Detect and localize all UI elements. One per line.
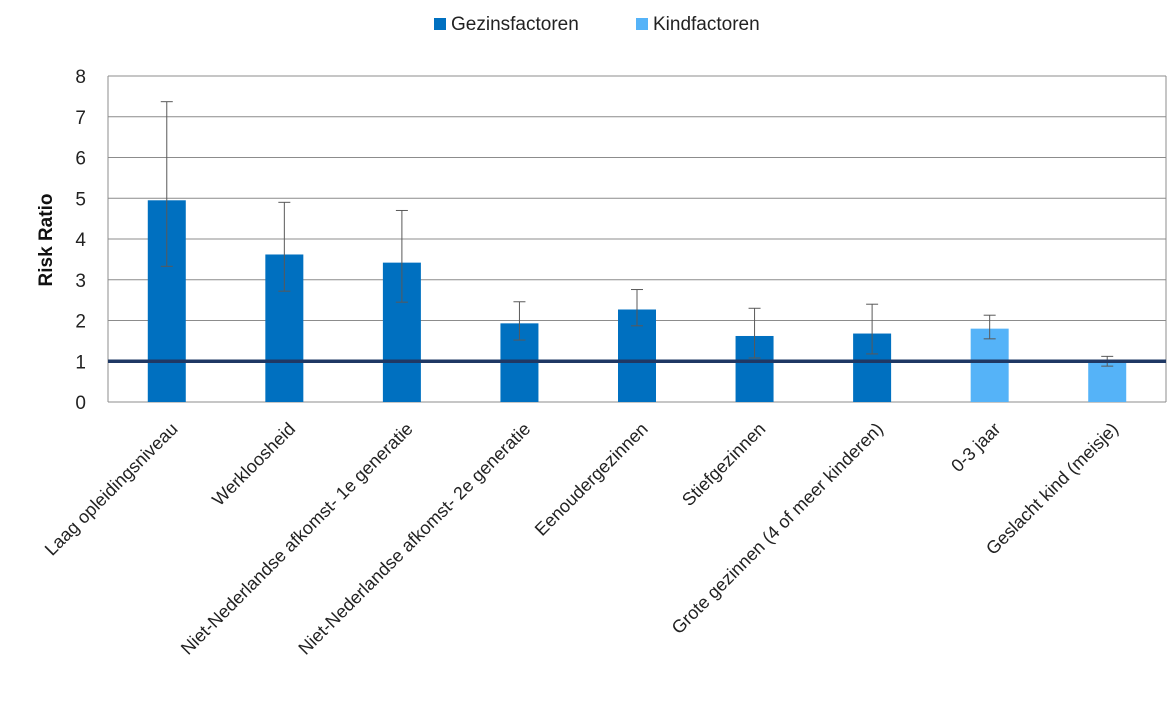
legend-swatch — [434, 18, 446, 30]
y-tick-label: 3 — [75, 271, 86, 292]
y-axis-title: Risk Ratio — [36, 194, 57, 287]
y-tick-label: 5 — [75, 189, 86, 210]
y-tick-label: 7 — [75, 108, 86, 129]
y-axis: 0 1 2 3 4 5 6 7 8 — [75, 67, 1167, 414]
y-tick-label: 6 — [75, 149, 86, 170]
x-category-label: Niet-Nederlandse afkomst- 2e generatie — [294, 419, 534, 659]
x-category-label: 0-3 jaar — [947, 419, 1004, 476]
legend-swatch — [636, 18, 648, 30]
bar-kindfactoren — [970, 328, 1009, 402]
x-category-label: Werkloosheid — [208, 419, 299, 510]
x-category-label: Eenoudergezinnen — [531, 419, 652, 540]
error-bars — [160, 101, 1114, 367]
y-tick-label: 1 — [75, 352, 86, 373]
y-tick-label: 8 — [75, 67, 86, 88]
x-category-label: Geslacht kind (meisje) — [982, 419, 1122, 559]
x-category-label: Laag opleidingsniveau — [41, 419, 182, 560]
category-labels: Laag opleidingsniveau WerkloosheidNiet-Ne… — [41, 419, 1122, 659]
legend-label: Gezinsfactoren — [451, 14, 579, 35]
y-tick-label: 0 — [75, 393, 86, 414]
y-tick-label: 2 — [75, 312, 86, 333]
legend: Gezinsfactoren Kindfactoren — [434, 14, 760, 35]
y-tick-label: 4 — [75, 230, 86, 251]
x-category-label: Stiefgezinnen — [678, 419, 769, 510]
x-category-label: Grote gezinnen (4 of meer kinderen) — [668, 419, 887, 638]
x-category-label: Niet-Nederlandse afkomst- 1e generatie — [177, 419, 417, 659]
legend-label: Kindfactoren — [653, 14, 760, 35]
bar-kindfactoren — [1088, 361, 1127, 402]
